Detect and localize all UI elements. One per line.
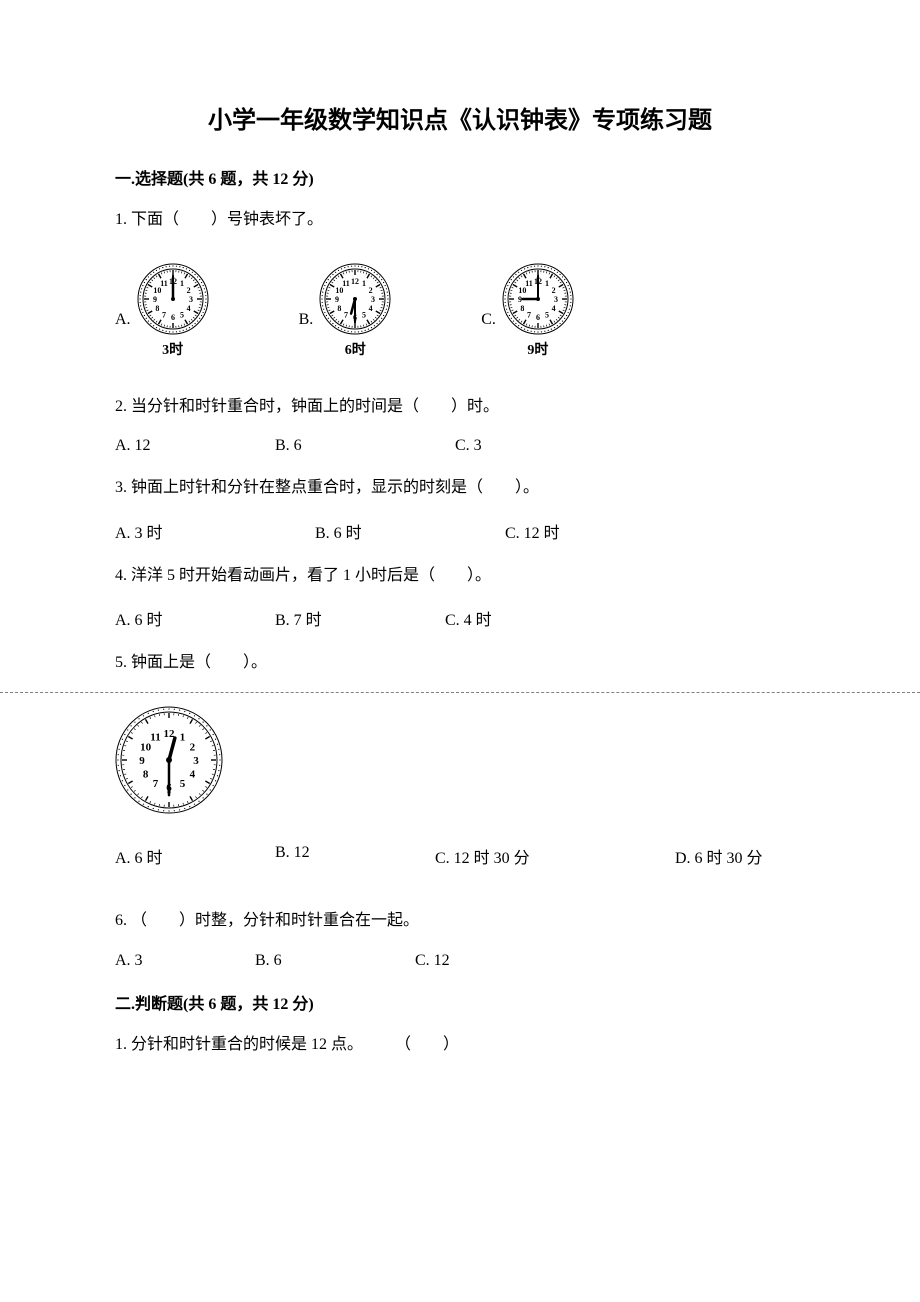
svg-text:9: 9 — [335, 294, 339, 303]
q5-clock: 123456789101112 — [115, 706, 805, 814]
q1-c-caption: 9时 — [527, 339, 548, 359]
svg-text:1: 1 — [180, 731, 186, 743]
svg-text:4: 4 — [186, 303, 190, 312]
svg-text:8: 8 — [155, 303, 159, 312]
svg-text:11: 11 — [525, 279, 533, 288]
q3-b: B. 6 时 — [315, 519, 505, 543]
q1-c-label: C. — [481, 311, 496, 359]
q6-a: A. 3 — [115, 952, 255, 970]
q1-a-label: A. — [115, 311, 131, 359]
q2-a: A. 12 — [115, 437, 275, 455]
svg-text:2: 2 — [186, 285, 190, 294]
q4-choices: A. 6 时 B. 7 时 C. 4 时 — [115, 606, 805, 630]
q2-c: C. 3 — [455, 437, 482, 455]
svg-text:3: 3 — [193, 755, 199, 767]
svg-text:2: 2 — [190, 741, 196, 753]
svg-text:12: 12 — [351, 276, 359, 285]
q3-c: C. 12 时 — [505, 519, 560, 543]
svg-text:4: 4 — [369, 303, 373, 312]
svg-text:6: 6 — [171, 312, 175, 321]
q1-clock-row: A. 123456789101112 3时 B. 123456789101112… — [115, 263, 805, 359]
section2-header: 二.判断题(共 6 题，共 12 分) — [115, 990, 805, 1014]
svg-text:1: 1 — [180, 279, 184, 288]
q2-choices: A. 12 B. 6 C. 3 — [115, 437, 805, 455]
q4-text: 4. 洋洋 5 时开始看动画片，看了 1 小时后是（ ）。 — [115, 563, 805, 589]
q2-b: B. 6 — [275, 437, 455, 455]
svg-text:2: 2 — [551, 285, 555, 294]
svg-text:8: 8 — [338, 303, 342, 312]
svg-text:4: 4 — [551, 303, 555, 312]
section1-header: 一.选择题(共 6 题，共 12 分) — [115, 165, 805, 189]
svg-text:8: 8 — [143, 768, 149, 780]
svg-text:11: 11 — [342, 279, 350, 288]
q2-text: 2. 当分针和时针重合时，钟面上的时间是（ ）时。 — [115, 394, 805, 420]
svg-text:6: 6 — [536, 312, 540, 321]
svg-text:9: 9 — [139, 755, 145, 767]
svg-text:4: 4 — [190, 768, 196, 780]
svg-text:3: 3 — [554, 294, 558, 303]
svg-text:1: 1 — [545, 279, 549, 288]
q1-a-caption: 3时 — [162, 339, 183, 359]
svg-text:9: 9 — [153, 294, 157, 303]
page-title: 小学一年级数学知识点《认识钟表》专项练习题 — [115, 100, 805, 135]
q5-text: 5. 钟面上是（ ）。 — [115, 650, 805, 676]
svg-text:5: 5 — [180, 778, 186, 790]
q3-choices: A. 3 时 B. 6 时 C. 12 时 — [115, 519, 805, 543]
q6-c: C. 12 — [415, 952, 450, 970]
svg-text:5: 5 — [545, 310, 549, 319]
svg-text:5: 5 — [362, 310, 366, 319]
q5-choices: A. 6 时 B. 12 C. 12 时 30 分 D. 6 时 30 分 — [115, 844, 805, 868]
page-divider — [0, 692, 920, 693]
svg-text:2: 2 — [369, 285, 373, 294]
svg-text:11: 11 — [160, 279, 168, 288]
q6-choices: A. 3 B. 6 C. 12 — [115, 952, 805, 970]
q5-b: B. 12 — [275, 844, 435, 868]
q3-a: A. 3 时 — [115, 519, 315, 543]
svg-text:9: 9 — [518, 294, 522, 303]
clock-icon: 123456789101112 — [319, 263, 391, 335]
j1-text: 1. 分针和时针重合的时候是 12 点。 （ ） — [115, 1032, 805, 1058]
q5-d: D. 6 时 30 分 — [675, 844, 763, 868]
svg-text:7: 7 — [344, 310, 348, 319]
q1-option-b: B. 123456789101112 6时 — [299, 263, 392, 359]
svg-text:1: 1 — [362, 279, 366, 288]
q4-b: B. 7 时 — [275, 606, 445, 630]
clock-icon: 123456789101112 — [137, 263, 209, 335]
q6-text: 6. （ ）时整，分针和时针重合在一起。 — [115, 908, 805, 934]
q5-a: A. 6 时 — [115, 844, 275, 868]
q1-option-c: C. 123456789101112 9时 — [481, 263, 574, 359]
q3-text: 3. 钟面上时针和分针在整点重合时，显示的时刻是（ ）。 — [115, 475, 805, 501]
svg-text:8: 8 — [520, 303, 524, 312]
svg-text:5: 5 — [180, 310, 184, 319]
svg-text:7: 7 — [162, 310, 166, 319]
q1-b-label: B. — [299, 311, 314, 359]
clock-icon: 123456789101112 — [115, 706, 223, 814]
q1-text: 1. 下面（ ）号钟表坏了。 — [115, 207, 805, 233]
svg-text:7: 7 — [527, 310, 531, 319]
q1-option-a: A. 123456789101112 3时 — [115, 263, 209, 359]
q6-b: B. 6 — [255, 952, 415, 970]
svg-text:3: 3 — [371, 294, 375, 303]
q4-c: C. 4 时 — [445, 606, 492, 630]
q4-a: A. 6 时 — [115, 606, 275, 630]
clock-icon: 123456789101112 — [502, 263, 574, 335]
svg-text:11: 11 — [150, 731, 160, 743]
svg-text:3: 3 — [189, 294, 193, 303]
q5-c: C. 12 时 30 分 — [435, 844, 675, 868]
q1-b-caption: 6时 — [345, 339, 366, 359]
svg-text:7: 7 — [153, 778, 159, 790]
